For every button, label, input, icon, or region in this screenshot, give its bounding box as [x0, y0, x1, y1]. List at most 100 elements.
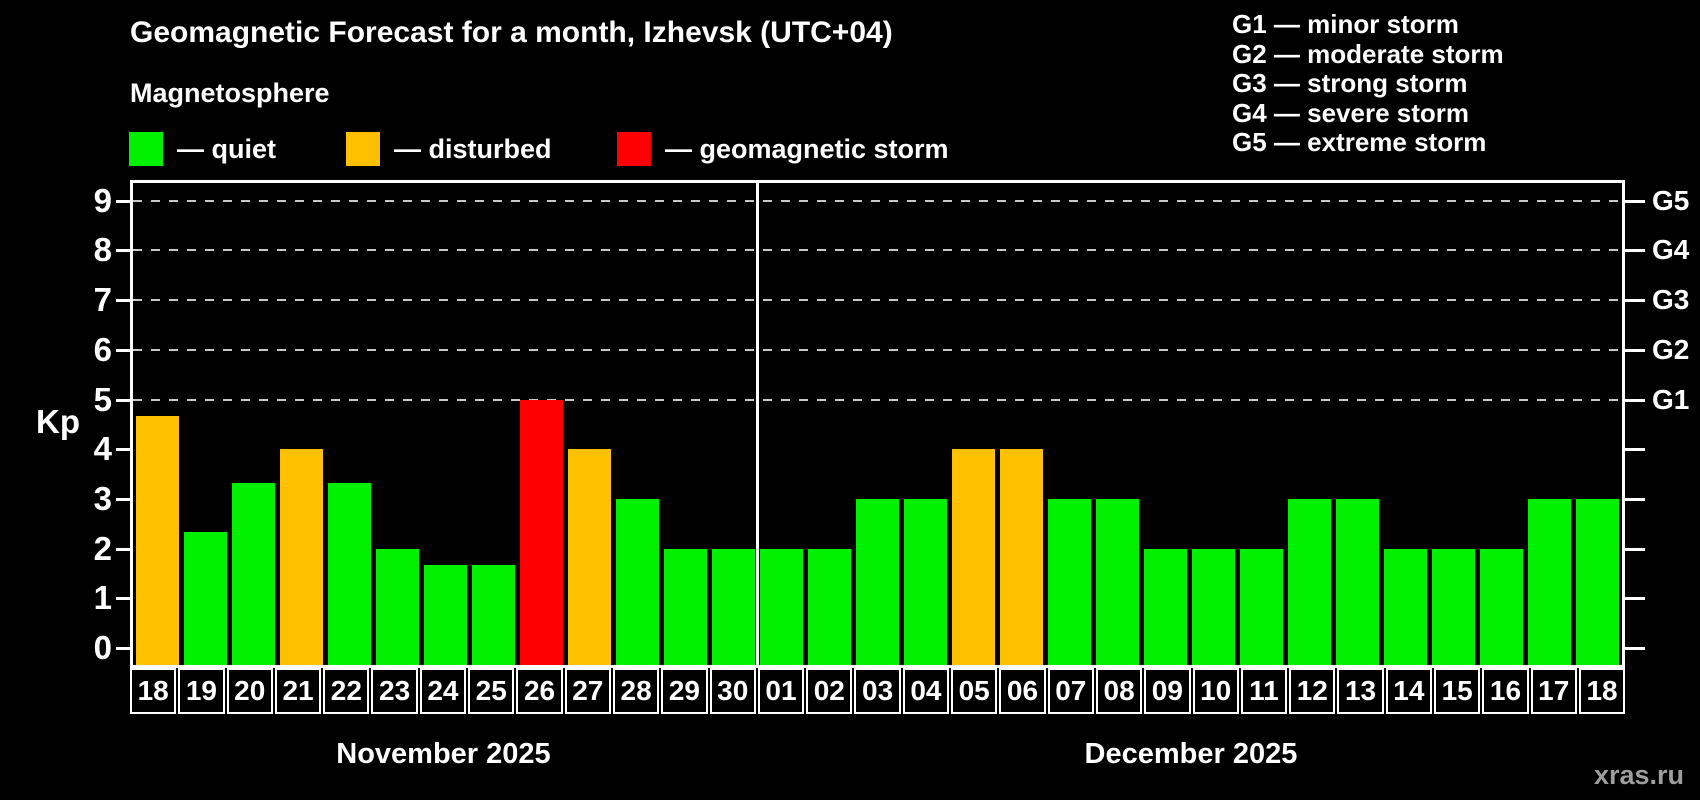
watermark: xras.ru [1593, 760, 1684, 790]
date-label: 13 [1337, 668, 1384, 714]
y-axis-tick [116, 348, 130, 352]
g-scale-label: G3 [1652, 284, 1690, 316]
date-label: 08 [1095, 668, 1143, 714]
chart-title: Geomagnetic Forecast for a month, Izhevs… [130, 16, 893, 49]
y-axis-tick-right [1625, 299, 1645, 303]
kp-bar [1480, 548, 1524, 665]
legend-item-quiet: — quiet [129, 131, 276, 167]
month-label: December 2025 [1084, 738, 1298, 770]
date-label: 21 [274, 668, 322, 714]
month-label: November 2025 [336, 738, 551, 770]
kp-bar [519, 399, 563, 665]
kp-bar [759, 548, 803, 665]
date-label: 23 [371, 668, 418, 714]
date-label: 19 [178, 668, 225, 714]
kp-bar [1432, 548, 1476, 665]
storm-color-swatch [617, 132, 651, 166]
date-label: 18 [130, 668, 177, 714]
kp-bar [711, 548, 755, 665]
y-axis-tick [116, 448, 130, 452]
date-label: 10 [1192, 668, 1239, 714]
date-label: 02 [806, 668, 853, 714]
date-label: 14 [1385, 668, 1433, 714]
date-label: 29 [661, 668, 708, 714]
kp-bar [1576, 498, 1620, 665]
y-axis-tick-label: 0 [93, 629, 112, 666]
kp-bar [279, 449, 323, 665]
y-axis-tick-label: 7 [93, 281, 112, 319]
legend-item-disturbed: — disturbed [346, 131, 552, 167]
quiet-color-swatch [129, 132, 163, 166]
g-scale-label: G4 [1652, 234, 1690, 266]
date-label: 25 [468, 668, 515, 714]
y-axis-tick-right [1625, 249, 1645, 253]
kp-bar [807, 548, 851, 665]
y-axis-tick-right [1625, 597, 1645, 601]
legend-item-label: — disturbed [394, 133, 552, 164]
kp-bar [1192, 548, 1236, 665]
date-label: 11 [1240, 668, 1288, 714]
date-label: 05 [951, 668, 998, 714]
y-axis-tick-right [1625, 497, 1645, 501]
storm-scale-legend: G1 — minor storm G2 — moderate storm G3 — … [1232, 9, 1504, 158]
date-label: 20 [226, 668, 273, 714]
kp-bar [183, 532, 227, 665]
plot-area [130, 180, 1625, 668]
date-label: 16 [1482, 668, 1529, 714]
y-axis-tick [116, 299, 130, 303]
kp-bar [1000, 449, 1044, 665]
y-axis-tick-right [1625, 348, 1645, 352]
y-axis-tick-label: 5 [93, 380, 112, 418]
y-axis-tick [116, 497, 130, 501]
legend-item-storm: — geomagnetic storm [617, 131, 949, 167]
y-axis-tick-right [1625, 199, 1645, 203]
y-axis-tick-right [1625, 448, 1645, 452]
gridline-kp7 [133, 299, 1622, 302]
y-axis-tick-label: 4 [93, 430, 112, 468]
kp-bar [1048, 498, 1092, 665]
date-label: 09 [1144, 668, 1191, 714]
kp-bar [663, 548, 707, 665]
gridline-kp6 [133, 348, 1622, 351]
g-scale-label: G5 [1652, 184, 1690, 216]
kp-bar [855, 498, 899, 665]
storm-scale-item: G5 — extreme storm [1232, 127, 1487, 157]
date-label: 26 [516, 668, 563, 714]
kp-axis-label: Kp [36, 403, 80, 440]
kp-bar [1096, 498, 1140, 665]
date-label: 22 [323, 668, 370, 714]
kp-bar [567, 449, 611, 665]
kp-bar [375, 548, 419, 665]
date-label: 24 [419, 668, 467, 714]
date-label: 04 [902, 668, 950, 714]
storm-scale-item: G4 — severe storm [1232, 97, 1470, 128]
kp-bar [1528, 498, 1572, 665]
y-axis-tick-label: 3 [93, 479, 112, 517]
date-label: 17 [1530, 668, 1577, 714]
kp-bar [1288, 498, 1332, 665]
y-axis-tick-right [1625, 547, 1645, 551]
kp-bar [423, 565, 467, 665]
date-label: 18 [1578, 668, 1626, 714]
kp-bar [615, 498, 659, 665]
y-axis-tick [116, 398, 130, 402]
y-axis-tick-right [1625, 647, 1645, 650]
date-label: 01 [757, 668, 805, 714]
legend-item-label: — quiet [177, 133, 276, 164]
y-axis-tick-right [1625, 398, 1645, 402]
date-label: 03 [854, 668, 901, 714]
kp-bar [471, 565, 515, 665]
gridline-kp9 [133, 199, 1622, 202]
kp-bar [1240, 548, 1284, 665]
y-axis-tick-label: 6 [93, 330, 112, 368]
y-axis-tick [116, 647, 130, 650]
magnetosphere-label: Magnetosphere [130, 78, 330, 108]
date-label: 07 [1047, 668, 1094, 714]
g-scale-label: G2 [1652, 333, 1690, 365]
disturbed-color-swatch [346, 132, 380, 166]
kp-bar [904, 498, 948, 665]
kp-bar [1336, 498, 1380, 665]
y-axis-tick-label: 1 [93, 579, 112, 617]
month-separator [755, 183, 759, 665]
